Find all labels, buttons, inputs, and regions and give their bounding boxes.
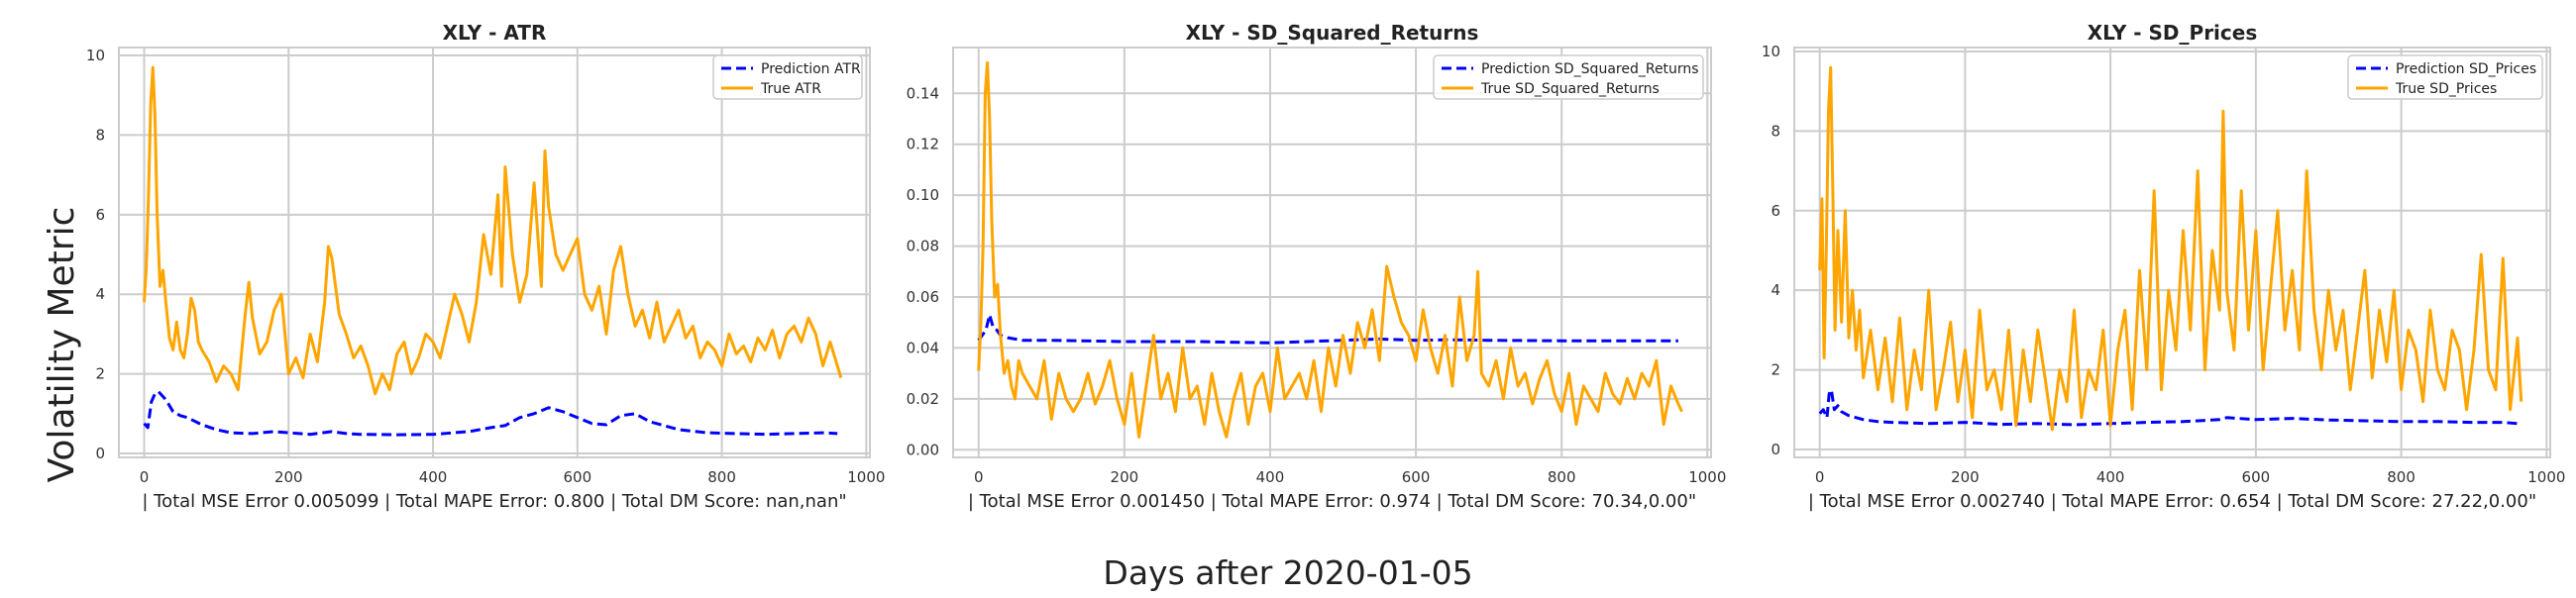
x-tick-label: 1000 <box>847 468 885 486</box>
x-tick-label: 400 <box>2096 468 2125 486</box>
x-tick-label: 0 <box>140 468 150 486</box>
legend: Prediction SD_Squared_Returns True SD_Squ… <box>1433 54 1704 100</box>
series-line-true <box>977 60 1683 439</box>
y-tick-label: 0.02 <box>907 390 939 408</box>
y-tick-label: 0.14 <box>907 84 939 102</box>
y-tick-label: 0.00 <box>907 441 939 458</box>
y-tick-label: 2 <box>1771 361 1780 379</box>
chart-panel-atr: 0 200 400 600 800 1000 0 2 4 6 8 10 XLY - ATR | Total… <box>86 21 886 512</box>
y-tick-label: 0.08 <box>907 238 939 255</box>
chart-title: XLY - SD_Prices <box>2088 21 2257 45</box>
legend-label: True SD_Prices <box>2395 81 2497 97</box>
legend-label: True SD_Squared_Returns <box>1480 81 1660 97</box>
y-tick-label: 0 <box>1771 441 1780 458</box>
x-tick-label: 600 <box>1402 468 1431 486</box>
chart-panel-sd-squared-returns: 0 200 400 600 800 1000 0.00 0.02 0.04 0.06 0.08 0.1… <box>907 21 1727 512</box>
chart-xlabel: | Total MSE Error 0.002740 | Total MAPE … <box>1808 491 2536 512</box>
x-tick-label: 200 <box>1951 468 1980 486</box>
legend-box <box>1433 54 1704 100</box>
figure-ylabel: Volatility Metric <box>42 207 82 483</box>
plot-frame <box>118 47 871 458</box>
x-tick-label: 800 <box>2387 468 2415 486</box>
x-tick-label: 400 <box>1256 468 1285 486</box>
y-tick-label: 4 <box>95 285 105 303</box>
x-tick-label: 600 <box>2242 468 2271 486</box>
plot-area <box>119 48 870 457</box>
y-tick-label: 8 <box>95 126 105 144</box>
plot-area <box>953 48 1711 457</box>
plot-frame <box>952 47 1712 458</box>
y-tick-label: 6 <box>1771 202 1780 220</box>
legend: Prediction ATR True ATR <box>712 54 863 100</box>
chart-xlabel: | Total MSE Error 0.005099 | Total MAPE … <box>142 491 846 512</box>
x-tick-label: 1000 <box>2527 468 2565 486</box>
legend-label: Prediction SD_Squared_Returns <box>1481 61 1699 77</box>
x-tick-label: 800 <box>1548 468 1576 486</box>
y-tick-label: 0.12 <box>907 136 939 153</box>
series-line-prediction <box>1818 388 2519 427</box>
chart-title: XLY - SD_Squared_Returns <box>1186 21 1479 45</box>
x-tick-label: 1000 <box>1688 468 1726 486</box>
legend: Prediction SD_Prices True SD_Prices <box>2347 54 2543 100</box>
legend-label: Prediction ATR <box>761 61 861 77</box>
x-tick-label: 600 <box>563 468 591 486</box>
y-tick-label: 6 <box>95 206 105 224</box>
legend-label: True ATR <box>760 81 821 97</box>
x-tick-label: 0 <box>974 468 984 486</box>
y-tick-label: 0.04 <box>907 339 939 356</box>
y-tick-label: 0.06 <box>907 288 939 306</box>
x-tick-label: 800 <box>707 468 736 486</box>
y-tick-label: 0.10 <box>907 186 939 204</box>
y-tick-label: 0 <box>95 445 105 462</box>
series-line-true <box>1818 65 2523 432</box>
figure-xlabel: Days after 2020-01-05 <box>1103 553 1472 592</box>
chart-xlabel: | Total MSE Error 0.001450 | Total MAPE … <box>968 491 1696 512</box>
chart-title: XLY - ATR <box>443 21 547 45</box>
x-tick-label: 200 <box>274 468 303 486</box>
series-line-prediction <box>977 313 1678 345</box>
legend-box <box>2347 54 2543 100</box>
series-line-true <box>143 65 843 396</box>
x-tick-label: 400 <box>419 468 448 486</box>
y-tick-label: 10 <box>86 47 105 64</box>
plot-frame <box>1793 47 2551 458</box>
series-line-prediction <box>143 390 838 437</box>
y-tick-label: 2 <box>95 365 105 383</box>
legend-label: Prediction SD_Prices <box>2396 61 2536 77</box>
y-tick-label: 4 <box>1771 281 1780 299</box>
y-tick-label: 10 <box>1762 43 1780 60</box>
x-tick-label: 0 <box>1815 468 1825 486</box>
y-tick-label: 8 <box>1771 122 1780 140</box>
chart-panel-sd-prices: 0 200 400 600 800 1000 0 2 4 6 8 10 XLY - SD_Prices |… <box>1762 21 2566 512</box>
x-tick-label: 200 <box>1111 468 1139 486</box>
